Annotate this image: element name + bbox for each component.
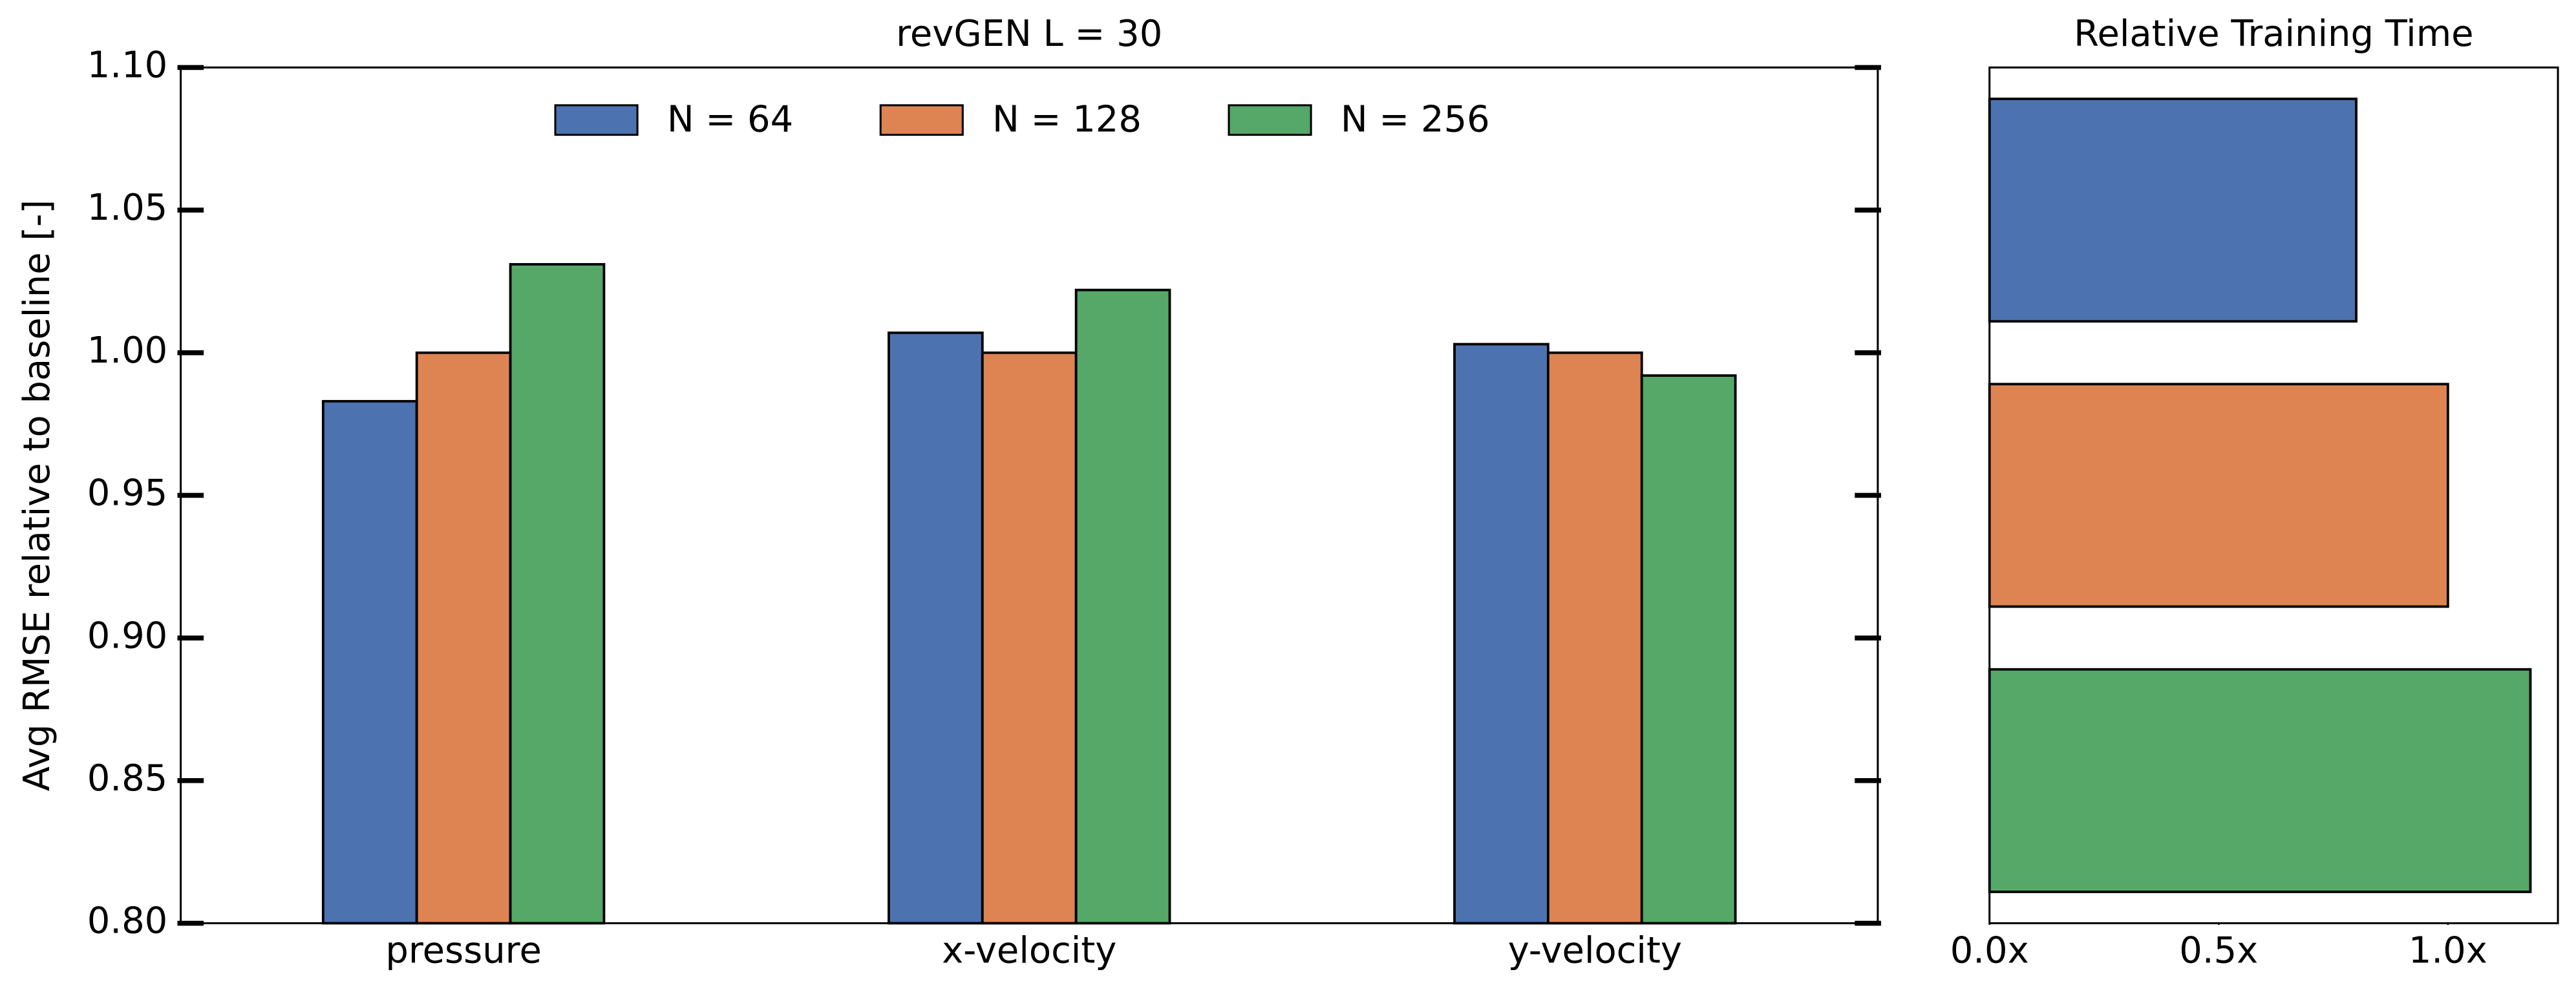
bar [321, 399, 418, 925]
y-tick-label: 1.05 [87, 187, 167, 229]
legend-label: N = 256 [1341, 98, 1490, 140]
bar [415, 351, 512, 925]
chart-title: revGEN L = 30 [896, 13, 1162, 55]
y-tick-label: 0.80 [87, 900, 167, 942]
plot-frame [180, 66, 1879, 925]
bar [1074, 288, 1171, 925]
y-tick-label: 0.85 [87, 757, 167, 799]
legend-label: N = 128 [992, 98, 1142, 140]
y-tick-label: 1.00 [87, 330, 167, 372]
legend-swatch [554, 104, 639, 136]
bar [981, 351, 1078, 925]
legend-label: N = 64 [667, 98, 793, 140]
x-tick-label: 0.0x [1950, 929, 2029, 971]
bar [1988, 383, 2449, 608]
y-tick-label: 1.10 [87, 45, 167, 87]
legend-swatch [1228, 104, 1312, 136]
x-tick-label: pressure [385, 929, 541, 971]
x-tick-label: 1.0x [2409, 929, 2487, 971]
bar [1546, 351, 1643, 925]
x-tick-label: y-velocity [1508, 929, 1682, 971]
plot-frame [1988, 66, 2559, 925]
bar [1988, 668, 2532, 893]
bar [1640, 374, 1737, 925]
y-tick-label: 0.95 [87, 472, 167, 514]
bar [1453, 343, 1549, 925]
y-axis-label: Avg RMSE relative to baseline [-] [16, 200, 58, 791]
x-tick-label: 0.5x [2179, 929, 2258, 971]
bar [1988, 98, 2358, 323]
chart-title: Relative Training Time [2074, 13, 2473, 55]
bar [509, 263, 606, 925]
bar [888, 331, 984, 925]
legend-swatch [879, 104, 964, 136]
x-tick-label: x-velocity [942, 929, 1116, 971]
y-tick-label: 0.90 [87, 615, 167, 657]
